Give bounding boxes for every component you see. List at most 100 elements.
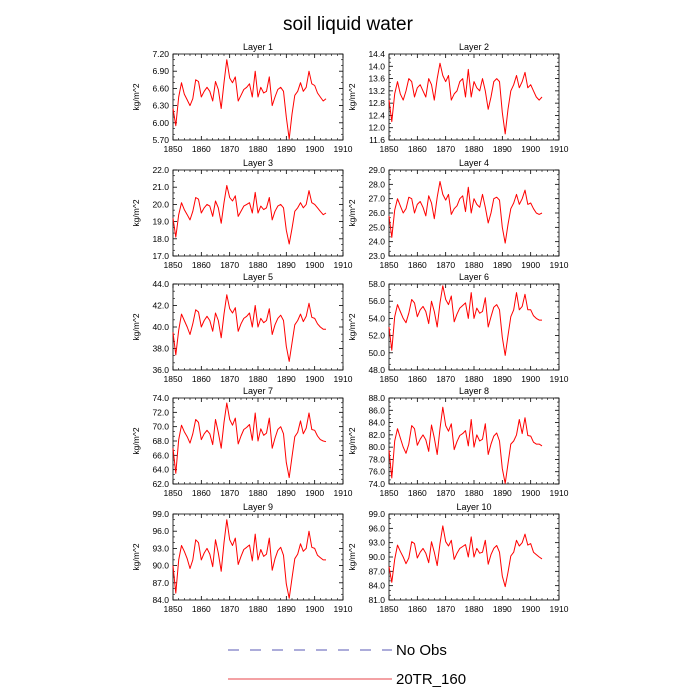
x-tick-label: 1870 xyxy=(220,604,239,614)
series-line-20tr-160 xyxy=(172,402,327,479)
x-tick-label: 1880 xyxy=(465,144,484,154)
x-tick-label: 1890 xyxy=(493,260,512,270)
x-tick-label: 1900 xyxy=(521,260,540,270)
x-tick-label: 1910 xyxy=(334,260,353,270)
x-tick-label: 1870 xyxy=(220,374,239,384)
y-axis-label: kg/m^2 xyxy=(131,83,141,110)
panel-title: Layer 9 xyxy=(243,502,273,512)
panel-layer-10: Layer 10 99.0 96.0 93.0 90.0 87.0 84.0 81.01850… xyxy=(347,502,569,614)
y-tick-label: 74.0 xyxy=(152,393,169,403)
y-tick-label: 14.4 xyxy=(368,49,385,59)
y-tick-label: 86.0 xyxy=(368,405,385,415)
y-tick-label: 93.0 xyxy=(152,543,169,553)
y-tick-label: 38.0 xyxy=(152,344,169,354)
x-tick-label: 1910 xyxy=(334,374,353,384)
series-line-20tr-160 xyxy=(388,62,543,135)
x-tick-label: 1870 xyxy=(436,604,455,614)
y-tick-label: 40.0 xyxy=(152,322,169,332)
x-tick-label: 1860 xyxy=(192,488,211,498)
y-tick-label: 90.0 xyxy=(152,561,169,571)
y-tick-label: 72.0 xyxy=(152,407,169,417)
series-line-20tr-160 xyxy=(172,59,327,140)
series-line-20tr-160 xyxy=(172,185,327,245)
y-tick-label: 48.0 xyxy=(368,365,385,375)
y-axis-label: kg/m^2 xyxy=(347,83,357,110)
x-tick-label: 1910 xyxy=(550,260,569,270)
y-tick-label: 87.0 xyxy=(152,578,169,588)
panel-title: Layer 8 xyxy=(459,386,489,396)
y-tick-label: 80.0 xyxy=(368,442,385,452)
y-tick-label: 13.2 xyxy=(368,86,385,96)
x-tick-label: 1860 xyxy=(408,260,427,270)
y-tick-label: 18.0 xyxy=(152,234,169,244)
y-tick-label: 13.6 xyxy=(368,74,385,84)
x-tick-label: 1900 xyxy=(521,488,540,498)
panel-title: Layer 2 xyxy=(459,42,489,52)
x-tick-label: 1880 xyxy=(249,144,268,154)
y-tick-label: 29.0 xyxy=(368,165,385,175)
y-tick-label: 68.0 xyxy=(152,436,169,446)
x-tick-label: 1850 xyxy=(164,260,183,270)
y-tick-label: 12.4 xyxy=(368,110,385,120)
x-tick-label: 1880 xyxy=(465,374,484,384)
x-tick-label: 1870 xyxy=(220,260,239,270)
y-axis-label: kg/m^2 xyxy=(131,313,141,340)
y-tick-label: 6.60 xyxy=(152,83,169,93)
x-tick-label: 1850 xyxy=(380,374,399,384)
plot-frame xyxy=(388,397,560,485)
x-tick-label: 1900 xyxy=(305,488,324,498)
x-tick-label: 1850 xyxy=(164,488,183,498)
x-tick-label: 1850 xyxy=(164,374,183,384)
x-tick-label: 1910 xyxy=(334,604,353,614)
series-line-20tr-160 xyxy=(388,406,543,484)
x-tick-label: 1860 xyxy=(408,374,427,384)
y-tick-label: 82.0 xyxy=(368,430,385,440)
y-tick-label: 99.0 xyxy=(152,509,169,519)
y-axis-label: kg/m^2 xyxy=(131,427,141,454)
y-tick-label: 17.0 xyxy=(152,251,169,261)
y-tick-label: 11.6 xyxy=(369,135,385,145)
y-tick-label: 70.0 xyxy=(152,422,169,432)
y-tick-label: 6.00 xyxy=(152,118,169,128)
x-tick-label: 1890 xyxy=(493,488,512,498)
x-tick-label: 1880 xyxy=(465,260,484,270)
y-tick-label: 52.0 xyxy=(368,331,385,341)
y-tick-label: 25.0 xyxy=(368,222,385,232)
x-tick-label: 1860 xyxy=(408,604,427,614)
y-axis-label: kg/m^2 xyxy=(347,543,357,570)
y-axis-label: kg/m^2 xyxy=(347,313,357,340)
y-tick-label: 76.0 xyxy=(368,467,385,477)
x-tick-label: 1890 xyxy=(493,604,512,614)
y-axis-label: kg/m^2 xyxy=(131,199,141,226)
y-tick-label: 62.0 xyxy=(152,479,169,489)
y-tick-label: 56.0 xyxy=(368,296,385,306)
x-tick-label: 1870 xyxy=(436,260,455,270)
x-tick-label: 1890 xyxy=(277,488,296,498)
y-tick-label: 50.0 xyxy=(368,348,385,358)
panel-layer-8: Layer 888.086.084.082.080.078.076.074.01… xyxy=(347,386,569,498)
y-tick-label: 20.0 xyxy=(152,199,169,209)
x-tick-label: 1880 xyxy=(465,488,484,498)
x-tick-label: 1900 xyxy=(305,144,324,154)
y-tick-label: 42.0 xyxy=(152,301,169,311)
x-tick-label: 1890 xyxy=(277,260,296,270)
x-tick-label: 1900 xyxy=(305,604,324,614)
y-tick-label: 19.0 xyxy=(152,217,169,227)
x-tick-label: 1870 xyxy=(220,488,239,498)
x-tick-label: 1850 xyxy=(380,488,399,498)
panel-title: Layer 1 xyxy=(243,42,273,52)
y-tick-label: 12.8 xyxy=(368,98,385,108)
x-tick-label: 1910 xyxy=(334,144,353,154)
y-tick-label: 88.0 xyxy=(368,393,385,403)
y-tick-label: 96.0 xyxy=(152,526,169,536)
plot-frame xyxy=(388,283,560,371)
series-line-20tr-160 xyxy=(388,181,543,244)
y-tick-label: 5.70 xyxy=(152,135,169,145)
y-tick-label: 99.0 xyxy=(368,509,385,519)
y-tick-label: 84.0 xyxy=(152,595,169,605)
y-tick-label: 90.0 xyxy=(368,552,385,562)
